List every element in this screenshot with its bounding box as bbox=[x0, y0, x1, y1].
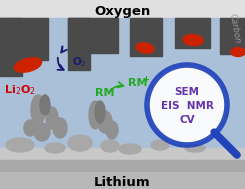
Ellipse shape bbox=[106, 121, 118, 139]
Ellipse shape bbox=[101, 140, 119, 152]
Circle shape bbox=[147, 65, 227, 145]
Ellipse shape bbox=[6, 138, 34, 152]
Bar bbox=[0, 18, 245, 148]
Text: CV: CV bbox=[179, 115, 195, 125]
Ellipse shape bbox=[14, 58, 42, 72]
Ellipse shape bbox=[34, 123, 50, 141]
Bar bbox=[0, 160, 245, 189]
Bar bbox=[0, 172, 245, 189]
Text: +: + bbox=[142, 75, 149, 84]
Ellipse shape bbox=[46, 107, 58, 129]
Ellipse shape bbox=[24, 120, 36, 136]
Text: Li$_2$O$_2$: Li$_2$O$_2$ bbox=[4, 83, 36, 97]
Bar bbox=[0, 18, 22, 76]
Bar bbox=[68, 18, 118, 53]
Ellipse shape bbox=[68, 135, 92, 151]
Bar bbox=[130, 18, 162, 56]
Bar bbox=[220, 18, 245, 54]
Ellipse shape bbox=[183, 34, 203, 46]
Ellipse shape bbox=[231, 47, 245, 57]
Ellipse shape bbox=[89, 101, 101, 129]
Text: O$_2$: O$_2$ bbox=[72, 55, 87, 69]
Text: RM: RM bbox=[95, 88, 114, 98]
Ellipse shape bbox=[119, 144, 141, 154]
Ellipse shape bbox=[31, 95, 45, 125]
Bar bbox=[0, 18, 48, 60]
Ellipse shape bbox=[53, 118, 67, 138]
Ellipse shape bbox=[185, 144, 205, 152]
Text: Oxygen: Oxygen bbox=[94, 5, 150, 19]
Text: Lithium: Lithium bbox=[94, 176, 150, 188]
Text: SEM: SEM bbox=[174, 87, 199, 97]
Ellipse shape bbox=[95, 101, 105, 123]
Bar bbox=[0, 148, 245, 189]
Ellipse shape bbox=[98, 111, 112, 133]
Text: EIS  NMR: EIS NMR bbox=[160, 101, 213, 111]
Ellipse shape bbox=[136, 43, 154, 53]
Ellipse shape bbox=[151, 140, 169, 150]
Text: RM: RM bbox=[128, 78, 147, 88]
Bar bbox=[175, 18, 210, 48]
Bar bbox=[68, 18, 90, 70]
Text: Carbon: Carbon bbox=[228, 12, 242, 44]
Ellipse shape bbox=[45, 143, 65, 153]
Ellipse shape bbox=[40, 95, 50, 115]
